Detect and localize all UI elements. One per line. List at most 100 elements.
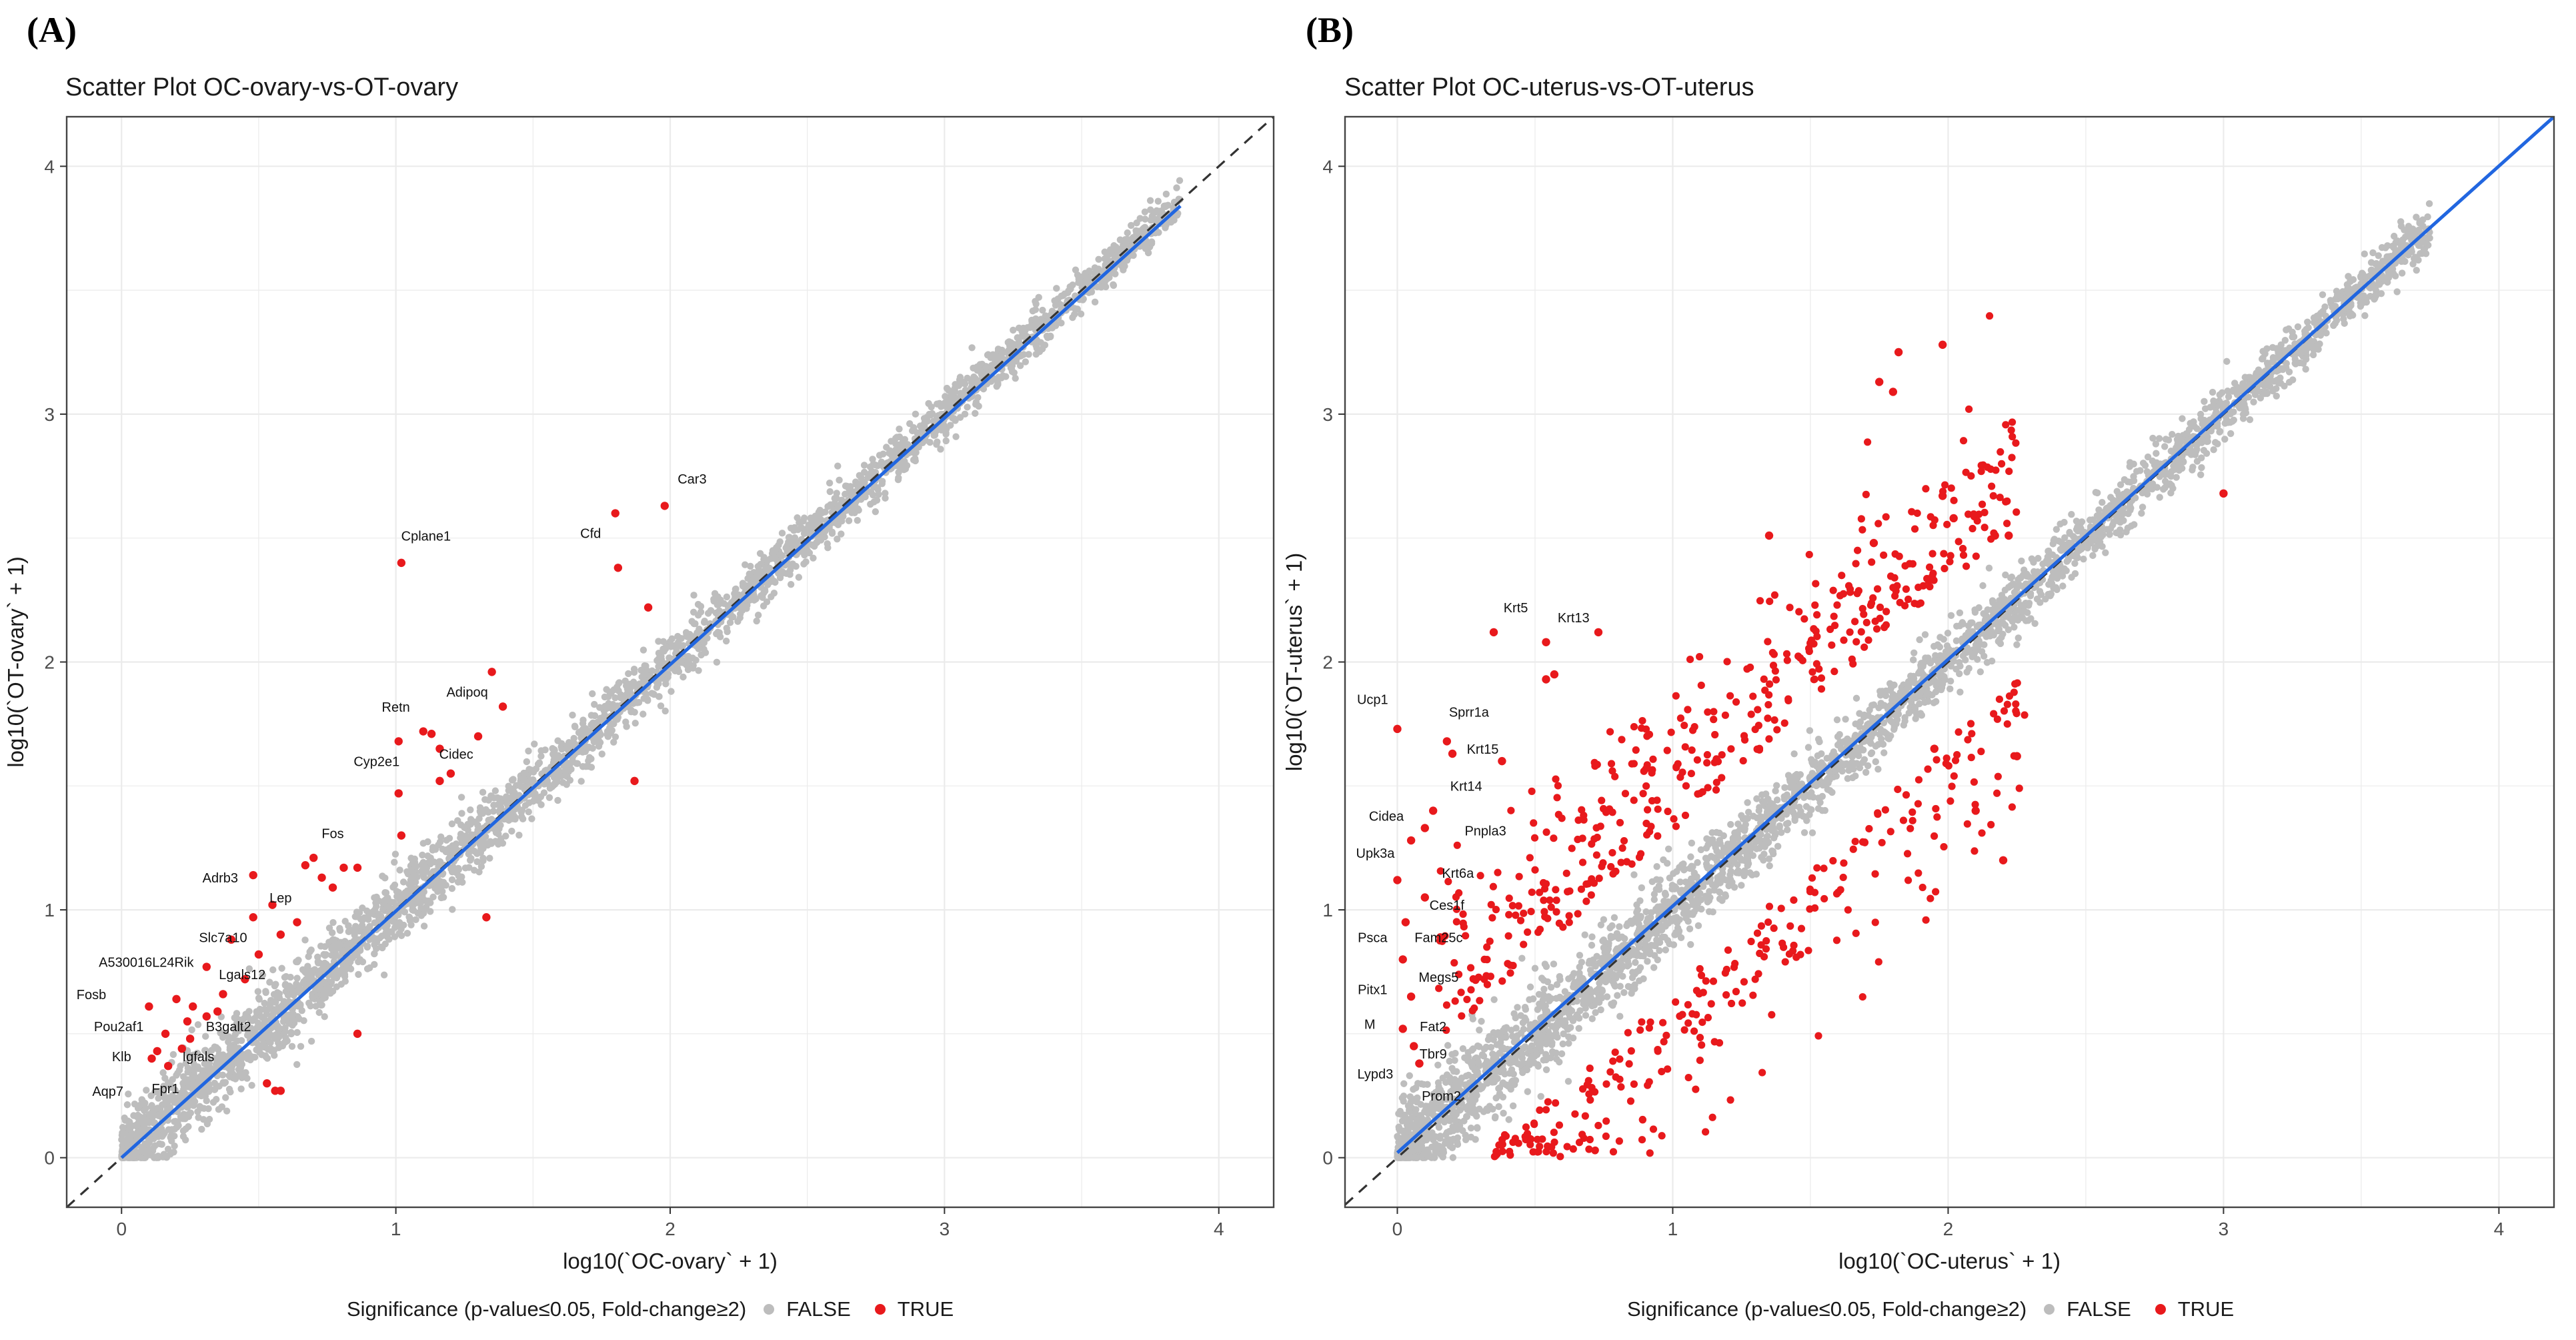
nonsig-point — [269, 966, 277, 974]
nonsig-point — [147, 1151, 155, 1159]
gene-label: Cplane1 — [401, 529, 451, 544]
nonsig-point — [422, 903, 430, 911]
nonsig-point — [1624, 962, 1631, 970]
nonsig-point — [157, 1093, 165, 1100]
nonsig-point — [678, 656, 686, 664]
nonsig-point — [655, 650, 663, 657]
nonsig-point — [1880, 749, 1888, 756]
nonsig-point — [391, 858, 398, 866]
nonsig-point — [982, 364, 990, 372]
nonsig-point — [125, 1091, 132, 1098]
nonsig-point — [723, 624, 730, 632]
nonsig-point — [477, 862, 485, 870]
nonsig-point — [243, 1055, 251, 1063]
nonsig-point — [976, 361, 984, 368]
nonsig-point — [1074, 271, 1082, 279]
nonsig-point — [531, 740, 538, 748]
gene-label: Fos — [321, 826, 343, 841]
sig-point — [293, 918, 301, 926]
nonsig-point — [121, 1114, 128, 1122]
nonsig-point — [608, 726, 615, 734]
nonsig-point — [272, 980, 279, 988]
nonsig-point — [1981, 641, 1988, 648]
nonsig-point — [1720, 832, 1727, 840]
nonsig-point — [231, 1014, 239, 1022]
sig-point — [394, 737, 403, 746]
sig-point — [317, 873, 326, 882]
nonsig-point — [336, 924, 343, 932]
nonsig-point — [455, 866, 463, 873]
nonsig-point — [119, 1123, 127, 1131]
nonsig-point — [2099, 499, 2106, 506]
nonsig-point — [1738, 812, 1745, 819]
nonsig-point — [1114, 247, 1122, 255]
nonsig-point — [610, 720, 617, 728]
nonsig-point — [1452, 1049, 1459, 1057]
nonsig-point — [714, 593, 722, 600]
nonsig-point — [834, 462, 842, 470]
sig-point — [189, 1002, 197, 1011]
nonsig-point — [754, 611, 762, 619]
nonsig-point — [1065, 287, 1072, 295]
nonsig-point — [768, 593, 775, 600]
nonsig-point — [467, 854, 475, 862]
nonsig-point — [2162, 436, 2170, 443]
nonsig-point — [1074, 305, 1082, 313]
nonsig-point — [886, 450, 894, 458]
nonsig-point — [993, 383, 1000, 390]
nonsig-point — [544, 780, 552, 788]
nonsig-point — [525, 747, 532, 755]
nonsig-point — [1148, 239, 1156, 247]
plot-panel-b: Krt5Krt13Ucp1Sprr1aKrt15Krt14CideaPnpla3… — [1282, 115, 2555, 1273]
nonsig-point — [573, 760, 580, 767]
nonsig-point — [1628, 974, 1636, 981]
nonsig-point — [563, 742, 571, 749]
nonsig-point — [2130, 473, 2137, 480]
sig-point — [202, 1012, 211, 1021]
nonsig-point — [123, 1101, 131, 1109]
nonsig-point — [1446, 1057, 1453, 1065]
nonsig-point — [461, 864, 469, 872]
x-tick-label: 0 — [116, 1219, 127, 1239]
nonsig-point — [317, 966, 325, 974]
nonsig-point — [1772, 787, 1779, 795]
nonsig-point — [293, 1061, 301, 1069]
nonsig-point — [297, 1043, 305, 1050]
nonsig-point — [199, 1088, 207, 1096]
nonsig-point — [2102, 549, 2109, 556]
nonsig-point — [355, 970, 362, 978]
nonsig-point — [1069, 281, 1076, 289]
nonsig-point — [215, 1083, 223, 1090]
nonsig-point — [587, 712, 595, 719]
gene-label: Adrb3 — [203, 871, 238, 886]
nonsig-point — [1859, 746, 1867, 754]
nonsig-point — [912, 410, 920, 418]
nonsig-point — [436, 838, 444, 846]
gene-label: Cidec — [439, 747, 473, 762]
nonsig-point — [322, 950, 330, 958]
nonsig-point — [892, 440, 900, 448]
sig-point — [301, 861, 310, 870]
nonsig-point — [623, 685, 631, 693]
nonsig-point — [1653, 863, 1660, 870]
nonsig-point — [938, 426, 945, 434]
nonsig-point — [275, 1025, 283, 1033]
nonsig-point — [912, 457, 919, 465]
nonsig-point — [1120, 243, 1128, 251]
nonsig-point — [407, 915, 414, 923]
nonsig-point — [915, 444, 922, 451]
nonsig-point — [660, 638, 668, 646]
nonsig-point — [1176, 177, 1184, 184]
nonsig-point — [787, 580, 795, 588]
nonsig-point — [926, 438, 934, 446]
regression-fit-line — [120, 204, 1182, 1159]
nonsig-point — [1838, 768, 1846, 775]
nonsig-point — [261, 1016, 269, 1024]
nonsig-point — [371, 894, 378, 902]
nonsig-point — [2393, 288, 2401, 295]
nonsig-point — [826, 479, 834, 487]
nonsig-point — [662, 707, 669, 715]
nonsig-point — [136, 1113, 143, 1121]
nonsig-point — [235, 1072, 243, 1079]
nonsig-point — [400, 921, 407, 929]
